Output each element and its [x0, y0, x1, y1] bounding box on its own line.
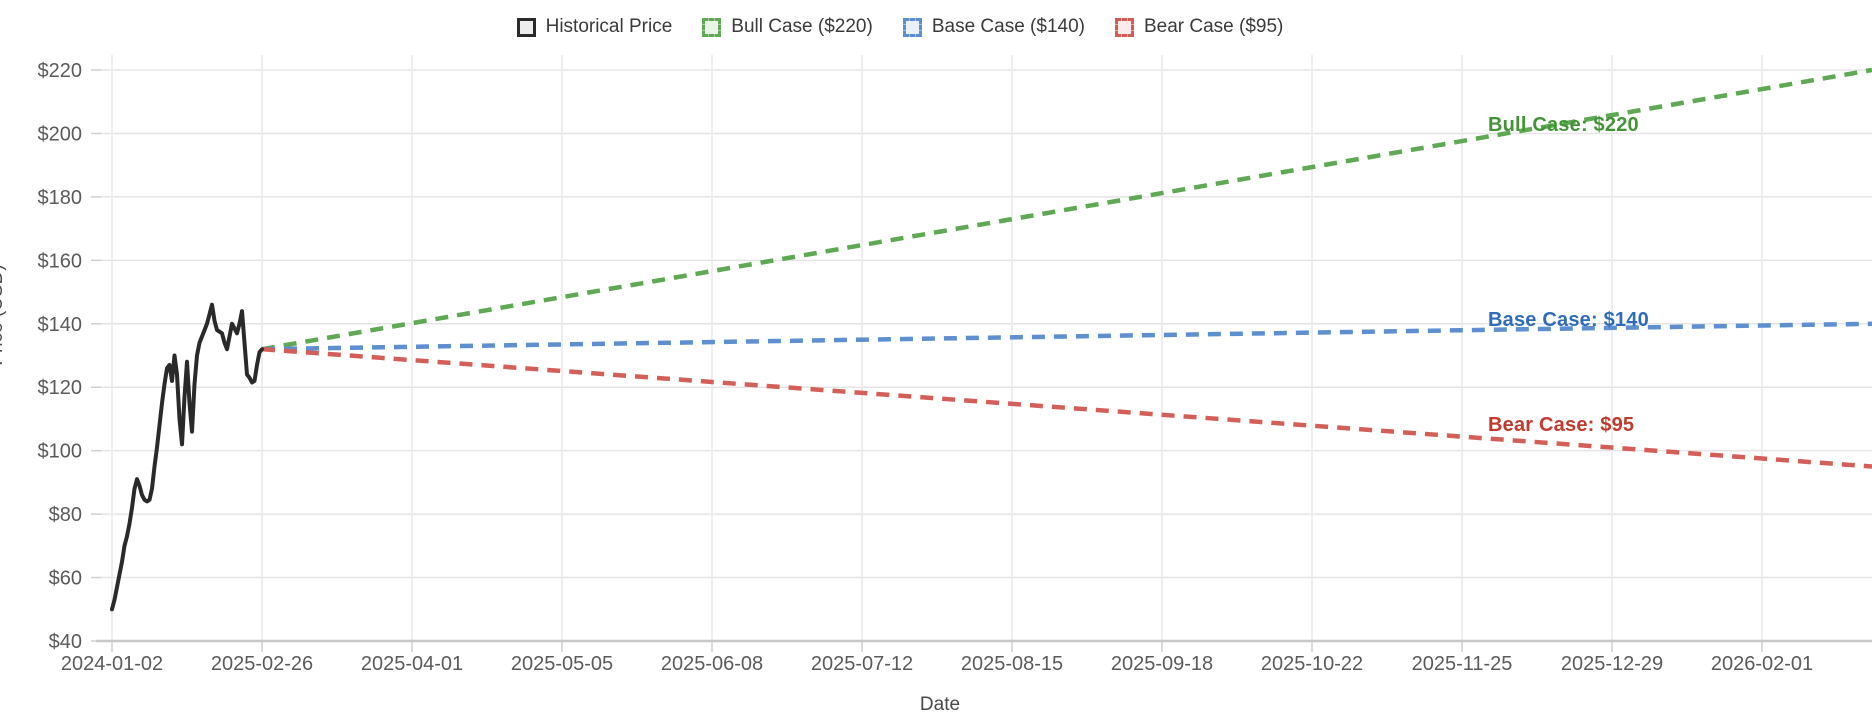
x-tick-label: 2025-08-15 — [961, 653, 1063, 675]
y-tick-label: $80 — [49, 504, 82, 526]
legend-label-base: Base Case ($140) — [931, 16, 1085, 37]
historical-swatch-icon — [516, 17, 536, 37]
y-tick-label: $200 — [38, 123, 83, 145]
legend-item-base: Base Case ($140) — [902, 16, 1085, 38]
x-tick-label: 2026-02-01 — [1711, 653, 1813, 675]
y-tick-label: $60 — [49, 568, 82, 590]
x-tick-label: 2025-05-05 — [511, 653, 613, 675]
y-tick-label: $40 — [49, 631, 82, 653]
bear-swatch-icon — [1114, 17, 1134, 37]
x-axis-title: Date — [919, 694, 961, 715]
x-tick-label: 2025-04-01 — [361, 653, 463, 675]
bull-case-annotation: Bull Case: $220 — [1488, 114, 1639, 136]
y-tick-label: $160 — [38, 250, 83, 272]
bear-case-forecast-line — [261, 346, 1872, 469]
legend-item-bull: Bull Case ($220) — [702, 16, 873, 38]
x-tick-label: 2024-01-02 — [61, 653, 163, 675]
y-tick-label: $100 — [38, 441, 83, 463]
legend-label-bear: Bear Case ($95) — [1143, 16, 1284, 37]
x-tick-label: 2025-10-22 — [1261, 653, 1363, 675]
base-case-annotation: Base Case: $140 — [1488, 309, 1649, 331]
bull-swatch-icon — [702, 17, 722, 37]
x-tick-label: 2025-11-25 — [1412, 653, 1513, 675]
y-tick-label: $180 — [38, 187, 83, 209]
legend-label-historical: Historical Price — [545, 16, 673, 37]
x-tick-label: 2025-06-08 — [661, 653, 763, 675]
base-case-forecast-line — [261, 321, 1872, 352]
y-tick-label: $120 — [38, 377, 83, 399]
bear-case-annotation: Bear Case: $95 — [1488, 414, 1635, 436]
base-swatch-icon — [902, 17, 922, 37]
legend-label-bull: Bull Case ($220) — [731, 16, 873, 37]
legend-item-historical: Historical Price — [516, 16, 673, 38]
x-tick-label: 2025-12-29 — [1561, 653, 1663, 675]
chart-legend: Historical Price Bull Case ($220) Base C… — [0, 16, 1800, 38]
y-tick-label: $220 — [38, 60, 83, 82]
x-tick-label: 2025-07-12 — [811, 653, 913, 675]
bull-case-forecast-line — [261, 67, 1872, 352]
y-tick-label: $140 — [38, 314, 83, 336]
legend-item-bear: Bear Case ($95) — [1114, 16, 1284, 38]
historical-price-line — [110, 302, 264, 612]
x-tick-label: 2025-09-18 — [1111, 653, 1213, 675]
x-tick-label: 2025-02-26 — [211, 653, 313, 675]
